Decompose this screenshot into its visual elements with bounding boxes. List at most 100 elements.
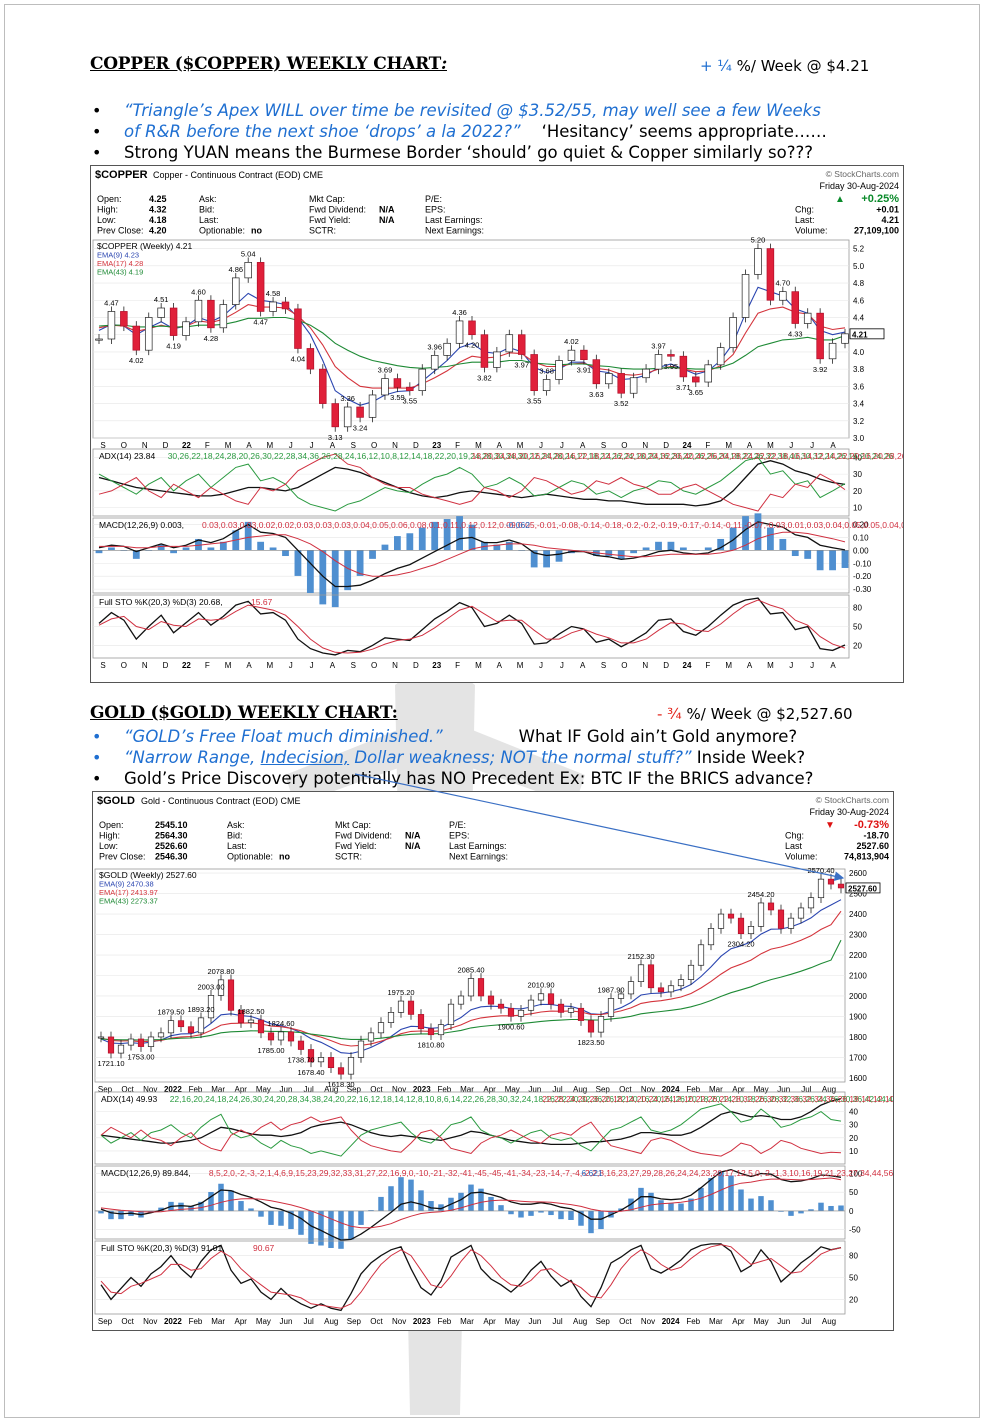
macd-hist-bar bbox=[408, 1179, 414, 1211]
candle-body bbox=[729, 317, 737, 348]
sto-xtick-label: O bbox=[371, 661, 377, 670]
price-annotation: 2304.20 bbox=[727, 940, 754, 949]
info-label: Volume: bbox=[785, 852, 818, 862]
sto-xtick-label: A bbox=[246, 661, 252, 670]
info-value: 4.20 bbox=[149, 226, 167, 236]
price-xtick-label: Aug bbox=[324, 1085, 338, 1094]
candle-body bbox=[467, 978, 475, 997]
macd-hist-bar bbox=[207, 547, 215, 551]
price-annotation: 1823.50 bbox=[577, 1038, 604, 1047]
price-xtick-label: 23 bbox=[432, 441, 441, 450]
macd-hist-bar bbox=[688, 1198, 694, 1211]
price-annotation: 1975.20 bbox=[387, 988, 414, 997]
info-label: Last: bbox=[199, 215, 219, 225]
sto-xtick-label: D bbox=[413, 661, 419, 670]
info-label: Fwd Dividend: bbox=[335, 831, 392, 841]
info-label: Last bbox=[785, 841, 803, 851]
info-label: SCTR: bbox=[335, 852, 362, 862]
sto-xtick-label: Jun bbox=[280, 1317, 293, 1326]
sto-xtick-label: 2023 bbox=[413, 1317, 431, 1326]
macd-hist-bar bbox=[828, 1205, 834, 1211]
info-label: Ask: bbox=[199, 194, 217, 204]
macd-hist-bar bbox=[132, 550, 140, 559]
sto-xtick-label: Oct bbox=[619, 1317, 632, 1326]
price-legend-entry: EMA(9) 2470.38 bbox=[99, 880, 154, 889]
price-ytick-label: 4.0 bbox=[853, 348, 865, 357]
candle-body bbox=[120, 311, 128, 327]
gold-section-title: GOLD ($GOLD) WEEKLY CHART: bbox=[90, 703, 398, 723]
candle-body bbox=[367, 1032, 375, 1042]
price-ytick-label: 2100 bbox=[849, 972, 867, 981]
copper-bullets: “Triangle’s Apex WILL over time be revis… bbox=[90, 100, 827, 163]
macd-hist-bar bbox=[493, 544, 501, 551]
price-xtick-label: F bbox=[205, 441, 210, 450]
candle-body bbox=[443, 342, 451, 356]
sto-xtick-label: M bbox=[767, 661, 774, 670]
price-xtick-label: D bbox=[413, 441, 419, 450]
macd-hist-bar bbox=[170, 550, 177, 554]
adx-line-2 bbox=[98, 456, 846, 512]
adx-label: 18,20,24,28,20,16,24,20,16,22,18,14,12,2… bbox=[472, 451, 904, 461]
macd-ytick-label: -50 bbox=[849, 1226, 861, 1235]
sto-xtick-label: 2022 bbox=[164, 1317, 182, 1326]
sto-xtick-label: M bbox=[517, 661, 524, 670]
macd-ytick-label: 0.10 bbox=[853, 533, 869, 542]
candle-body bbox=[607, 998, 615, 1017]
candle-body bbox=[418, 368, 427, 392]
candle-body bbox=[530, 354, 538, 392]
macd-hist-bar bbox=[528, 1210, 534, 1216]
sto-xtick-label: Jun bbox=[777, 1317, 790, 1326]
sto-xtick-label: Jun bbox=[528, 1317, 541, 1326]
price-annotation: 1618.30 bbox=[327, 1080, 354, 1089]
price-xtick-label: N bbox=[642, 441, 648, 450]
macd-hist-bar bbox=[738, 1189, 744, 1211]
candle-body bbox=[127, 1038, 135, 1046]
sto-xtick-label: Mar bbox=[211, 1317, 225, 1326]
macd-hist-bar bbox=[798, 1210, 804, 1214]
candle-body bbox=[487, 995, 495, 1005]
info-pct: -0.73% bbox=[854, 819, 889, 831]
price-annotation: 3.68 bbox=[539, 366, 554, 375]
macd-ytick-label: 0.00 bbox=[853, 546, 869, 555]
candle-body bbox=[144, 317, 153, 351]
price-xtick-label: M bbox=[225, 441, 232, 450]
sto-xtick-label: D bbox=[163, 661, 169, 670]
price-annotation: 4.47 bbox=[253, 317, 268, 326]
last-price-tag bbox=[845, 882, 881, 894]
candle-body bbox=[477, 978, 485, 997]
macd-hist-bar bbox=[388, 1186, 394, 1211]
price-annotation: 2152.30 bbox=[627, 952, 654, 961]
chart-symbol: $GOLD bbox=[97, 795, 135, 807]
price-xtick-label: Sep bbox=[347, 1085, 362, 1094]
sto-xtick-label: D bbox=[663, 661, 669, 670]
macd-hist-bar bbox=[308, 1210, 314, 1244]
macd-hist-bar bbox=[543, 550, 550, 568]
macd-frame bbox=[94, 1165, 846, 1240]
info-value: N/A bbox=[379, 215, 395, 225]
macd-hist-bar bbox=[505, 541, 513, 551]
macd-hist-bar bbox=[558, 1210, 564, 1220]
macd-hist-bar bbox=[344, 550, 352, 591]
price-xtick-label: F bbox=[705, 441, 710, 450]
info-label: Prev Close: bbox=[99, 852, 146, 862]
macd-ytick-label: 0 bbox=[849, 1207, 854, 1216]
candle-body bbox=[707, 928, 715, 946]
candle-body bbox=[137, 1038, 145, 1047]
macd-hist-bar bbox=[208, 1191, 214, 1211]
adx-label: ADX(14) 49.93 bbox=[101, 1094, 157, 1104]
macd-hist-bar bbox=[704, 547, 712, 551]
candle-body bbox=[497, 1003, 505, 1009]
sto-label: 90.67 bbox=[253, 1243, 275, 1253]
candle-body bbox=[317, 1057, 325, 1063]
price-annotation: 3.59 bbox=[390, 393, 405, 402]
macd-label: MACD(12,26,9) 0.003, bbox=[99, 520, 184, 530]
adx-line-3 bbox=[100, 1116, 842, 1157]
sto-line-2 bbox=[100, 1244, 842, 1309]
macd-hist-bar bbox=[668, 1203, 674, 1211]
sto-xtick-label: Aug bbox=[573, 1317, 587, 1326]
candle-body bbox=[647, 964, 655, 989]
price-xtick-label: Jul bbox=[552, 1085, 562, 1094]
price-annotation: 4.36 bbox=[452, 308, 467, 317]
macd-hist-bar bbox=[758, 1196, 764, 1211]
candle-body bbox=[406, 386, 414, 392]
